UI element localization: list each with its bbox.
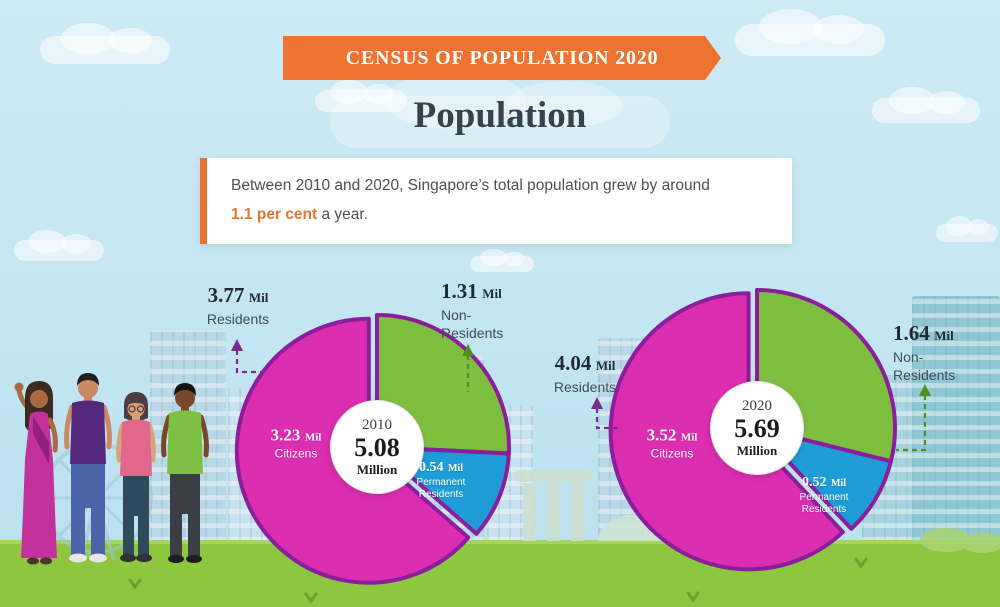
pie-center-2010: 2010 5.08 Million (331, 401, 423, 493)
building (487, 405, 533, 542)
intro-line-2: 1.1 per cent a year. (231, 205, 368, 223)
cloud (315, 79, 407, 112)
pie-total-unit: Million (356, 461, 398, 477)
cloud (936, 215, 998, 242)
person-purple-shirt-man (64, 373, 112, 563)
cloud (470, 248, 534, 272)
intro-line-1: Between 2010 and 2020, Singapore’s total… (231, 177, 710, 194)
cloud (735, 9, 885, 56)
person-green-shirt-man (161, 383, 209, 563)
pie-total-unit: Million (736, 442, 778, 458)
slice-label-citizens-2010: 3.23 Mil Citizens (270, 425, 322, 461)
callout-residents-2020: 4.04 Mil Residents (553, 351, 617, 396)
building (228, 388, 278, 542)
slice-label-citizens-2020: 3.52 Mil Citizens (646, 425, 698, 461)
callout-non-residents-2020: 1.64 Mil Non- Residents (893, 321, 956, 384)
building (862, 375, 917, 542)
slice-label-permanent-residents-2010: 0.54 Mil Permanent Residents (416, 460, 466, 501)
person-pink-top-woman (116, 392, 156, 562)
building (428, 355, 484, 542)
cloud (872, 86, 980, 123)
slice-label-permanent-residents-2020: 0.52 Mil Permanent Residents (799, 475, 849, 516)
pie-center-2020: 2020 5.69 Million (711, 382, 803, 474)
person-sari-woman (14, 381, 58, 565)
pie-year: 2010 (362, 417, 392, 434)
callout-residents-2010: 3.77 Mil Residents (206, 283, 270, 328)
pie-total: 5.08 (354, 433, 400, 463)
intro-card: Between 2010 and 2020, Singapore’s total… (200, 158, 792, 244)
arrow-residents-2010 (231, 339, 262, 374)
page-title: Population (413, 95, 587, 136)
banner-title: CENSUS OF POPULATION 2020 (345, 46, 659, 69)
pie-year: 2020 (742, 398, 772, 415)
banner-ribbon: CENSUS OF POPULATION 2020 (283, 36, 721, 80)
cloud (40, 23, 170, 64)
cloud (330, 72, 670, 148)
callout-non-residents-2010: 1.31 Mil Non- Residents (441, 279, 504, 342)
building (912, 296, 1000, 542)
cloud (14, 230, 104, 261)
growth-rate-value: 1.1 per cent (231, 205, 318, 223)
pie-total: 5.69 (734, 414, 780, 444)
people-illustration (14, 373, 209, 565)
